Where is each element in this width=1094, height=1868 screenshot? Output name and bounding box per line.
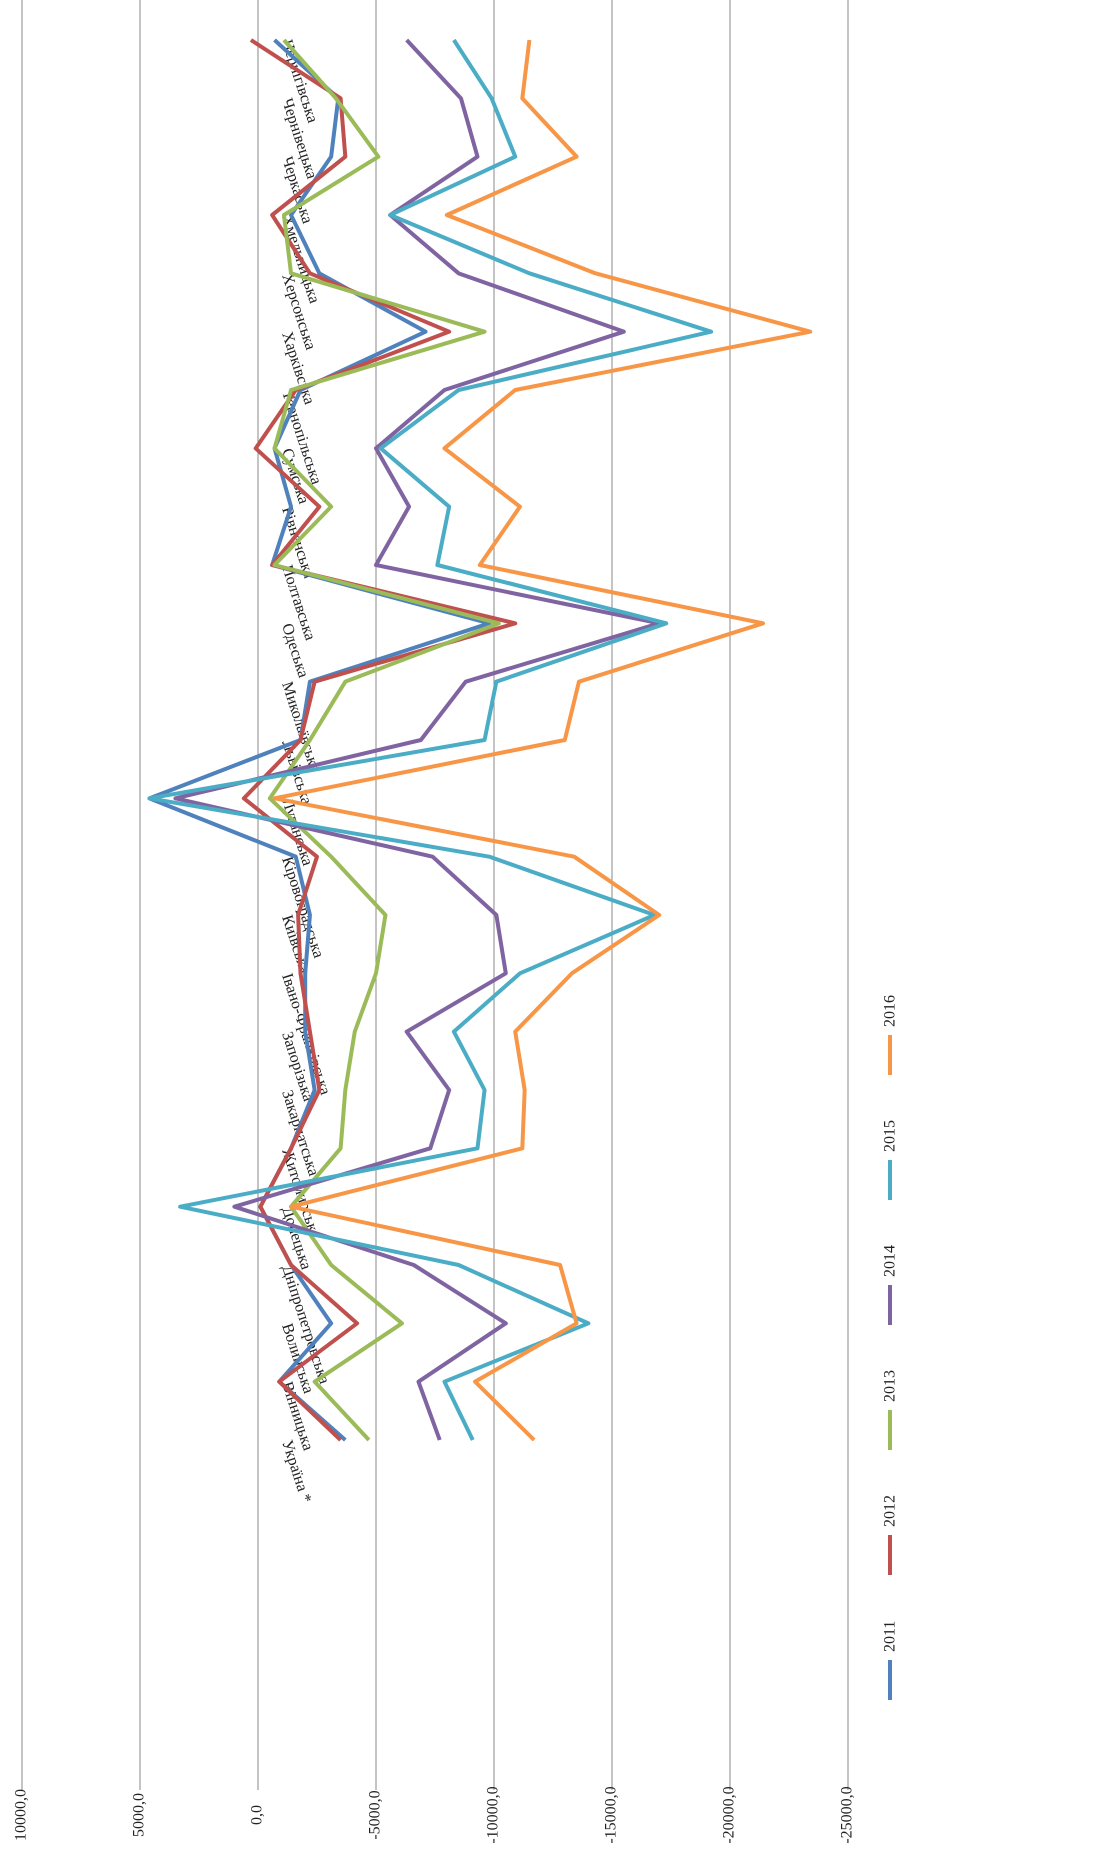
y-tick-label: -15000,0: [603, 1786, 620, 1843]
legend-label: 2011: [882, 1621, 899, 1652]
series-line: [173, 38, 662, 1441]
y-tick-label: -25000,0: [839, 1786, 856, 1843]
legend-label: 2016: [882, 995, 899, 1027]
y-tick-label: 10000,0: [13, 1789, 30, 1841]
legend-label: 2014: [882, 1245, 899, 1277]
y-tick-label: -20000,0: [721, 1786, 738, 1843]
y-tick-label: 0,0: [249, 1805, 266, 1825]
series-line: [272, 39, 813, 1442]
legend-label: 2012: [882, 1495, 899, 1527]
series-line: [241, 38, 518, 1442]
legend-label: 2015: [882, 1120, 899, 1152]
y-tick-label: 5000,0: [131, 1793, 148, 1837]
y-tick-label: -10000,0: [485, 1786, 502, 1843]
legend-label: 2013: [882, 1370, 899, 1402]
y-tick-label: -5000,0: [367, 1790, 384, 1839]
series-line: [147, 38, 714, 1441]
